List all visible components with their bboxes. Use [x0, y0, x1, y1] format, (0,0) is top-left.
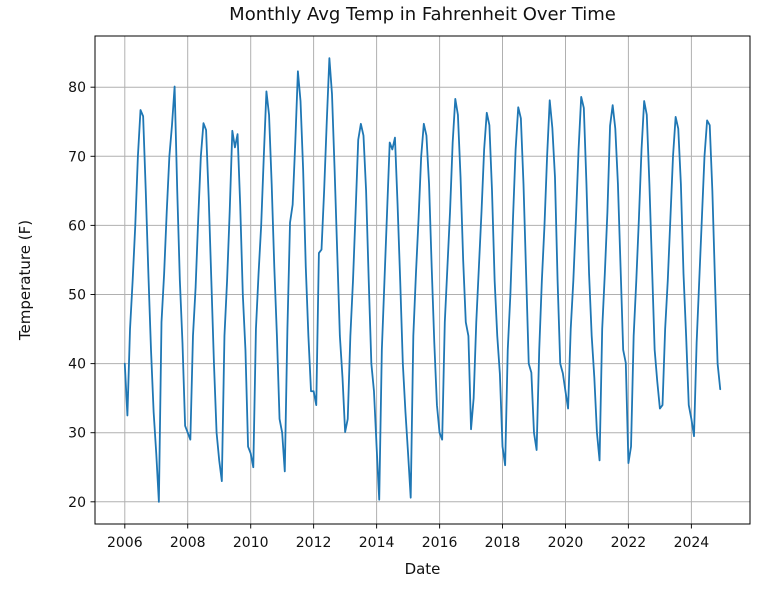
x-tick-label: 2006 — [107, 535, 143, 551]
x-tick-label: 2016 — [422, 535, 458, 551]
x-tick-label: 2024 — [674, 535, 710, 551]
x-tick-label: 2018 — [485, 535, 521, 551]
x-tick-label: 2008 — [170, 535, 206, 551]
y-tick-label: 60 — [68, 218, 86, 234]
y-tick-label: 50 — [68, 288, 86, 304]
y-tick-label: 70 — [68, 149, 86, 165]
y-tick-label: 40 — [68, 357, 86, 373]
x-tick-label: 2010 — [233, 535, 269, 551]
x-tick-label: 2014 — [359, 535, 395, 551]
x-tick-label: 2022 — [611, 535, 647, 551]
y-tick-label: 30 — [68, 426, 86, 442]
plot-spines — [94, 35, 751, 525]
temperature-line — [123, 57, 722, 503]
x-tick-label: 2020 — [548, 535, 584, 551]
x-axis-ticks: 2006 2008 2010 2012 2014 2016 2018 2020 2022 2024 — [107, 524, 709, 551]
y-tick-label: 20 — [68, 495, 86, 511]
x-tick-label: 2012 — [296, 535, 332, 551]
x-axis-label: Date — [404, 560, 441, 578]
y-tick-label: 80 — [68, 80, 86, 96]
chart-title: Monthly Avg Temp in Fahrenheit Over Time — [229, 4, 616, 25]
y-axis-ticks: 20 30 40 50 60 70 80 — [68, 80, 95, 511]
